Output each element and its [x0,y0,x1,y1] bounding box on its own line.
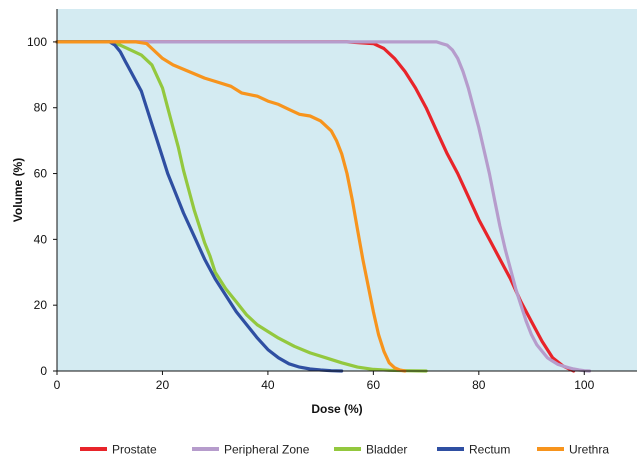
y-tick-label: 40 [34,232,48,246]
x-tick-label: 40 [261,378,275,392]
x-tick-label: 80 [472,378,486,392]
y-tick-label: 60 [34,167,48,181]
y-tick-label: 100 [27,35,47,49]
x-tick-label: 0 [54,378,61,392]
x-tick-label: 20 [156,378,170,392]
x-tick-label: 100 [574,378,594,392]
legend-label-urethra: Urethra [569,443,609,457]
plot-area [57,9,637,371]
legend-label-bladder: Bladder [366,443,407,457]
y-axis-title: Volume (%) [11,158,25,222]
legend-label-prostate: Prostate [112,443,157,457]
legend: Prostate Peripheral Zone Bladder Rectum Uret… [80,443,609,457]
y-tick-label: 80 [34,101,48,115]
legend-label-rectum: Rectum [469,443,510,457]
legend-label-peripheral-zone: Peripheral Zone [224,443,310,457]
x-axis-title: Dose (%) [311,402,362,416]
y-tick-label: 0 [40,364,47,378]
y-tick-label: 20 [34,298,48,312]
x-tick-label: 60 [367,378,381,392]
